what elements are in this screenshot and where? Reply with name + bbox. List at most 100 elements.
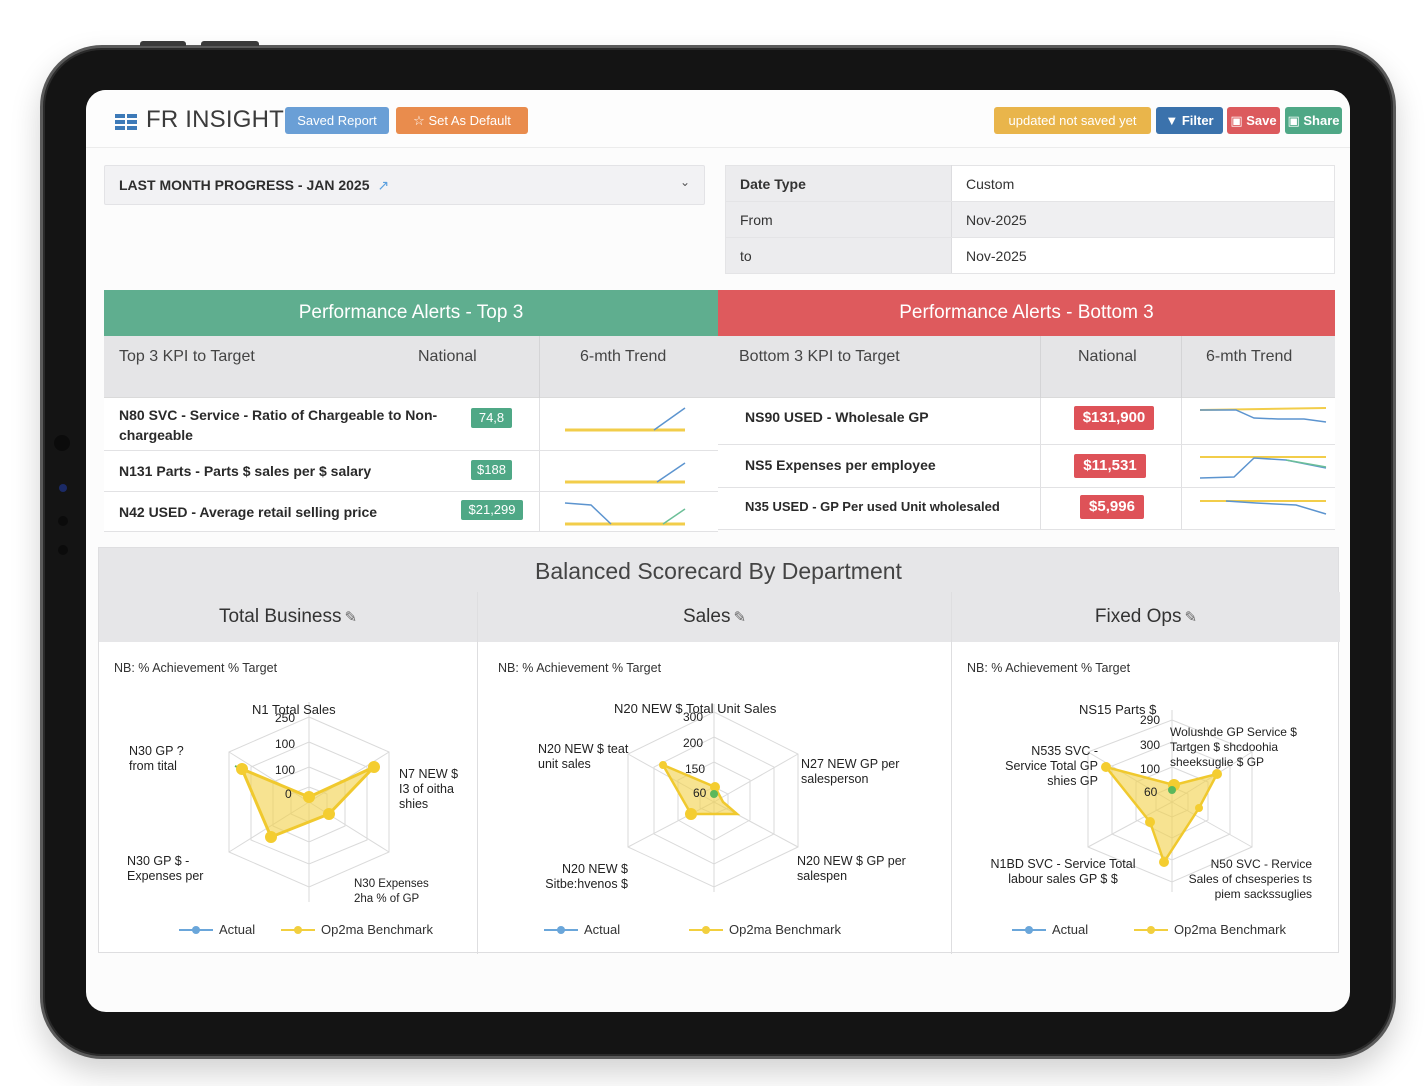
- date-from-row: From Nov-2025: [725, 201, 1335, 238]
- table-row[interactable]: N42 USED - Average retail selling price …: [104, 492, 718, 532]
- edit-icon[interactable]: ✎: [344, 609, 358, 626]
- share-button[interactable]: ▣ Share: [1285, 107, 1342, 134]
- date-to-value[interactable]: Nov-2025: [951, 237, 1335, 274]
- edit-icon[interactable]: ✎: [733, 609, 747, 626]
- dept-sales: Sales ✎ NB: % Achievement % Target: [477, 592, 951, 954]
- col-trend: 6-mth Trend: [580, 348, 667, 365]
- alerts-bottom-title: Performance Alerts - Bottom 3: [718, 290, 1335, 336]
- balanced-scorecard: Balanced Scorecard By Department Total B…: [98, 547, 1340, 954]
- axis-label: N20 NEW $ GP per salespen: [797, 854, 906, 883]
- power-button: [201, 41, 259, 46]
- axis-label: N535 SVC - Service Total GP shies GP: [1005, 744, 1098, 788]
- report-selector-value: LAST MONTH PROGRESS - JAN 2025: [119, 177, 370, 193]
- svg-text:100: 100: [275, 737, 295, 751]
- svg-text:290: 290: [1140, 713, 1160, 727]
- dept-name: Fixed Ops: [1094, 606, 1182, 627]
- axis-label: N20 NEW $ teat unit sales: [538, 742, 629, 771]
- date-from-value[interactable]: Nov-2025: [951, 201, 1335, 238]
- set-as-default-button[interactable]: ☆ Set As Default: [396, 107, 528, 134]
- share-icon: ▣: [1287, 113, 1304, 128]
- date-type-row: Date Type Custom: [725, 165, 1335, 202]
- edit-icon[interactable]: ✎: [1184, 609, 1198, 626]
- table-row[interactable]: N131 Parts - Parts $ sales per $ salary …: [104, 451, 718, 492]
- filter-button[interactable]: ▼ Filter: [1156, 107, 1223, 134]
- svg-text:200: 200: [683, 736, 703, 750]
- national-badge: $5,996: [1080, 495, 1144, 519]
- nb-note: NB: % Achievement % Target: [967, 661, 1131, 675]
- save-button[interactable]: ▣ Save: [1227, 107, 1280, 134]
- edit-icon[interactable]: ↗: [377, 177, 390, 193]
- radar-chart: 250 100 100 0: [228, 702, 390, 902]
- legend-actual[interactable]: Actual: [179, 922, 255, 937]
- trend-sparkline: [1199, 456, 1327, 479]
- svg-text:0: 0: [285, 787, 292, 801]
- axis-label: N50 SVC - Rervice Sales of chsesperies t…: [1188, 857, 1312, 901]
- report-selector-dropdown[interactable]: LAST MONTH PROGRESS - JAN 2025 ↗ ⌄: [104, 165, 705, 205]
- app-screen: FR INSIGHT Saved Report ☆ Set As Default…: [86, 90, 1350, 1012]
- alerts-top-header: Top 3 KPI to Target National 6-mth Trend: [104, 336, 718, 398]
- date-filter-table: Date Type Custom From Nov-2025 to Nov-20…: [725, 165, 1335, 274]
- svg-text:60: 60: [1144, 785, 1158, 799]
- saved-report-button[interactable]: Saved Report: [285, 107, 389, 134]
- sensor-dot: [58, 516, 68, 526]
- date-type-value[interactable]: Custom: [951, 165, 1335, 202]
- table-row[interactable]: NS90 USED - Wholesale GP $131,900: [718, 398, 1335, 445]
- col-trend: 6-mth Trend: [1206, 348, 1293, 365]
- table-row[interactable]: N80 SVC - Service - Ratio of Chargeable …: [104, 398, 718, 451]
- axis-label: NS15 Parts $: [1079, 702, 1157, 717]
- national-badge: $21,299: [461, 500, 523, 520]
- camera-sensor: [54, 435, 70, 451]
- grid-menu-icon[interactable]: [115, 114, 137, 130]
- svg-text:300: 300: [1140, 738, 1160, 752]
- trend-sparkline: [565, 407, 686, 432]
- axis-label: N1BD SVC - Service Total labour sales GP…: [990, 857, 1136, 886]
- kpi-name: N35 USED - GP Per used Unit wholesaled: [745, 499, 1000, 514]
- date-to-label: to: [725, 237, 952, 274]
- legend-actual[interactable]: Actual: [1012, 922, 1088, 937]
- dept-total-business: Total Business ✎ NB: % Achievement % Targ…: [99, 592, 477, 954]
- radar-chart: 300 200 150 60: [627, 704, 799, 892]
- axis-label: N7 NEW $ I3 of oitha shies: [399, 767, 459, 811]
- kpi-name: NS5 Expenses per employee: [745, 457, 936, 473]
- col-kpi: Bottom 3 KPI to Target: [739, 348, 900, 365]
- trend-sparkline: [565, 462, 686, 484]
- kpi-name: N42 USED - Average retail selling price: [119, 504, 378, 520]
- sensor-dot: [58, 545, 68, 555]
- chevron-down-icon[interactable]: ⌄: [679, 175, 690, 189]
- save-icon: ▣: [1230, 113, 1247, 128]
- legend-benchmark[interactable]: Op2ma Benchmark: [1134, 922, 1286, 937]
- alerts-bottom-header: Bottom 3 KPI to Target National 6-mth Tr…: [718, 336, 1335, 398]
- alerts-top-title: Performance Alerts - Top 3: [104, 290, 718, 336]
- camera-lens: [59, 484, 67, 492]
- col-national: National: [1078, 348, 1137, 365]
- performance-alerts-bottom: Performance Alerts - Bottom 3 Bottom 3 K…: [718, 290, 1335, 532]
- legend-actual[interactable]: Actual: [544, 922, 620, 937]
- svg-text:300: 300: [683, 710, 703, 724]
- trend-sparkline: [564, 502, 686, 526]
- performance-alerts-top: Performance Alerts - Top 3 Top 3 KPI to …: [104, 290, 718, 532]
- scorecard-title: Balanced Scorecard By Department: [99, 548, 1338, 592]
- legend-benchmark[interactable]: Op2ma Benchmark: [689, 922, 841, 937]
- radar-chart: 290 300 100 60: [1087, 710, 1253, 892]
- dept-fixed-ops: Fixed Ops ✎ NB: % Achievement % Target: [951, 592, 1340, 954]
- top-bar: FR INSIGHT Saved Report ☆ Set As Default…: [86, 90, 1350, 148]
- axis-label: N30 Expenses 2ha % of GP: [354, 878, 429, 905]
- table-row[interactable]: N35 USED - GP Per used Unit wholesaled $…: [718, 488, 1335, 530]
- trend-sparkline: [1200, 500, 1327, 515]
- kpi-name: N131 Parts - Parts $ sales per $ salary: [119, 463, 372, 479]
- axis-label: Wolushde GP Service $ Tartgen $ shcdoohi…: [1170, 725, 1297, 769]
- dept-name: Sales: [682, 606, 731, 627]
- date-to-row: to Nov-2025: [725, 237, 1335, 274]
- svg-text:100: 100: [275, 763, 295, 777]
- axis-label: N20 NEW $ Total Unit Sales: [614, 701, 777, 716]
- col-kpi: Top 3 KPI to Target: [119, 348, 255, 365]
- national-badge: $11,531: [1074, 454, 1146, 478]
- svg-text:60: 60: [693, 786, 707, 800]
- nb-note: NB: % Achievement % Target: [114, 661, 278, 675]
- axis-label: N1 Total Sales: [252, 702, 336, 717]
- axis-label: N30 GP ? from tital: [129, 744, 184, 773]
- table-row[interactable]: NS5 Expenses per employee $11,531: [718, 445, 1335, 488]
- legend-benchmark[interactable]: Op2ma Benchmark: [281, 922, 433, 937]
- col-national: National: [418, 348, 477, 365]
- axis-label: N27 NEW GP per salesperson: [801, 757, 900, 786]
